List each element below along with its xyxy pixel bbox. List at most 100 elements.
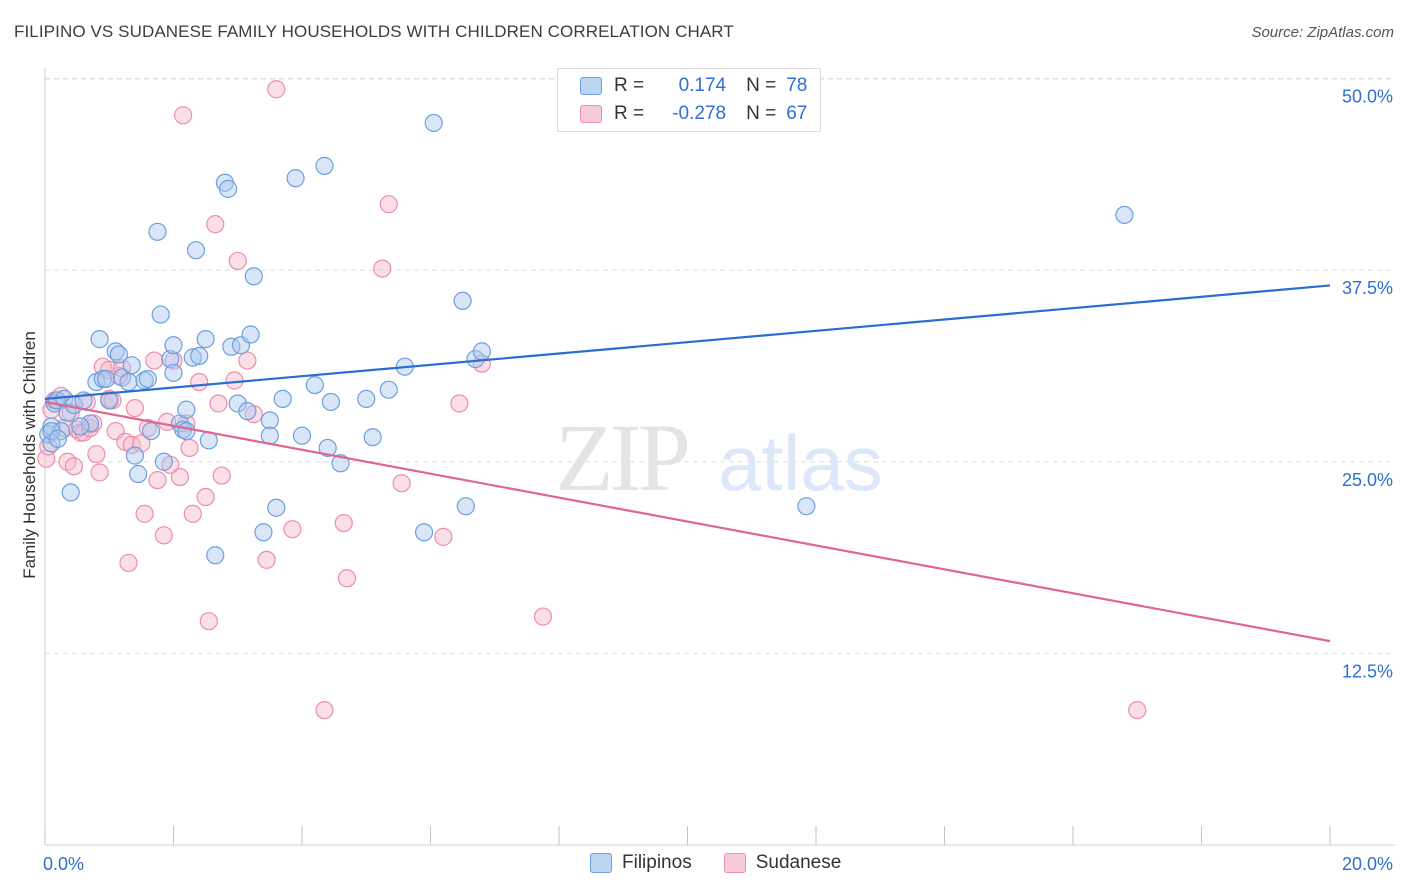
filipinos-point <box>1115 205 1134 225</box>
filipinos-point <box>122 356 141 375</box>
watermark-zip: ZIP <box>555 404 688 511</box>
filipinos-point <box>321 392 341 412</box>
tick-labels: 12.5% 25.0% 37.5% 50.0% 0.0% 20.0% <box>43 87 1393 875</box>
sudanese-point <box>125 398 145 418</box>
legend-item-filipinos: Filipinos <box>590 852 692 874</box>
sudanese-point <box>434 527 453 546</box>
sudanese-point <box>238 351 257 370</box>
sudanese-point <box>283 520 302 539</box>
sudanese-legend-swatch <box>723 853 746 873</box>
filipinos-point <box>260 411 279 430</box>
sudanese-point <box>148 471 167 490</box>
sudanese-r-value: -0.278 <box>672 103 727 124</box>
y-tick-label: 12.5% <box>1342 661 1393 681</box>
sudanese-point <box>315 700 334 720</box>
legend-row-sudanese: R = -0.278 N = 67 <box>580 102 807 126</box>
sudanese-point <box>206 215 225 234</box>
filipinos-point <box>797 497 816 516</box>
sudanese-point <box>334 513 353 533</box>
filipinos-point <box>267 498 286 517</box>
sudanese-point <box>379 195 398 214</box>
r-label: R = <box>614 75 645 96</box>
filipinos-point <box>238 402 257 421</box>
filipinos-point <box>318 438 337 458</box>
filipinos-point <box>414 523 434 542</box>
filipinos-point <box>154 452 173 471</box>
sudanese-point <box>450 394 469 413</box>
sudanese-point <box>174 106 193 125</box>
trend-lines <box>44 284 1331 643</box>
sudanese-point <box>199 612 218 631</box>
series-legend: Filipinos Sudanese <box>590 852 873 874</box>
legend-item-sudanese: Sudanese <box>723 852 842 874</box>
filipinos-n-value: 78 <box>786 75 808 96</box>
sudanese-point <box>337 569 357 588</box>
filipinos-point <box>363 428 382 447</box>
sudanese-point <box>212 466 231 485</box>
correlation-legend: R = 0.174 N = 78 R = -0.278 N = 67 <box>557 68 821 132</box>
filipinos-swatch <box>580 77 602 95</box>
filipinos-point <box>106 342 125 361</box>
filipinos-point <box>183 348 202 367</box>
filipinos-point <box>357 389 376 408</box>
filipinos-point <box>141 421 161 441</box>
filipinos-point <box>164 363 183 382</box>
n-label: N = <box>746 75 777 96</box>
sudanese-trend-line <box>44 400 1331 643</box>
sudanese-point <box>196 487 215 507</box>
filipinos-point <box>71 417 90 436</box>
filipinos-point <box>119 372 138 392</box>
filipinos-points <box>39 113 1134 565</box>
filipinos-point <box>196 330 215 349</box>
sudanese-point <box>180 438 199 458</box>
filipinos-point <box>125 446 145 465</box>
filipinos-point <box>177 400 196 419</box>
filipinos-point <box>472 342 491 361</box>
watermark-atlas: atlas <box>718 419 883 507</box>
chart-title: FILIPINO VS SUDANESE FAMILY HOUSEHOLDS W… <box>14 22 734 41</box>
filipinos-point <box>206 546 225 565</box>
sudanese-point <box>225 371 244 390</box>
filipinos-point <box>305 376 324 395</box>
sudanese-point <box>145 351 164 370</box>
sudanese-point <box>87 444 106 464</box>
filipinos-point <box>315 156 334 175</box>
sudanese-point <box>170 467 190 487</box>
y-tick-label: 50.0% <box>1342 87 1393 107</box>
filipinos-point <box>151 305 170 324</box>
sudanese-point <box>138 418 157 438</box>
source-label: Source: ZipAtlas.com <box>1251 24 1394 41</box>
y-tick-label: 25.0% <box>1342 470 1393 490</box>
filipinos-point <box>241 325 260 344</box>
n-label: N = <box>746 103 777 124</box>
sudanese-points <box>37 80 1147 720</box>
filipinos-point <box>161 349 180 369</box>
sudanese-point <box>119 553 138 573</box>
sudanese-point <box>154 526 173 545</box>
filipinos-point <box>244 267 263 286</box>
sudanese-point <box>392 474 411 493</box>
filipinos-point <box>96 369 116 389</box>
filipinos-point <box>90 330 109 349</box>
sudanese-point <box>257 550 276 569</box>
filipinos-legend-swatch <box>590 853 612 873</box>
sudanese-point <box>228 251 247 271</box>
y-tick-label: 37.5% <box>1342 278 1393 298</box>
r-label: R = <box>614 103 645 124</box>
filipinos-point <box>186 241 206 260</box>
filipinos-point <box>177 421 196 441</box>
sudanese-point <box>135 504 154 523</box>
sudanese-legend-label: Sudanese <box>755 852 842 873</box>
watermark: ZIP atlas <box>555 404 883 511</box>
sudanese-point <box>373 259 392 278</box>
filipinos-trend-line <box>44 284 1331 400</box>
filipinos-legend-label: Filipinos <box>622 852 692 873</box>
sudanese-swatch <box>580 105 602 123</box>
sudanese-point <box>1128 700 1147 720</box>
filipinos-point <box>148 222 167 241</box>
filipinos-point <box>129 464 148 484</box>
filipinos-point <box>286 169 305 188</box>
filipinos-point <box>331 454 350 473</box>
filipinos-r-value: 0.174 <box>678 75 727 96</box>
